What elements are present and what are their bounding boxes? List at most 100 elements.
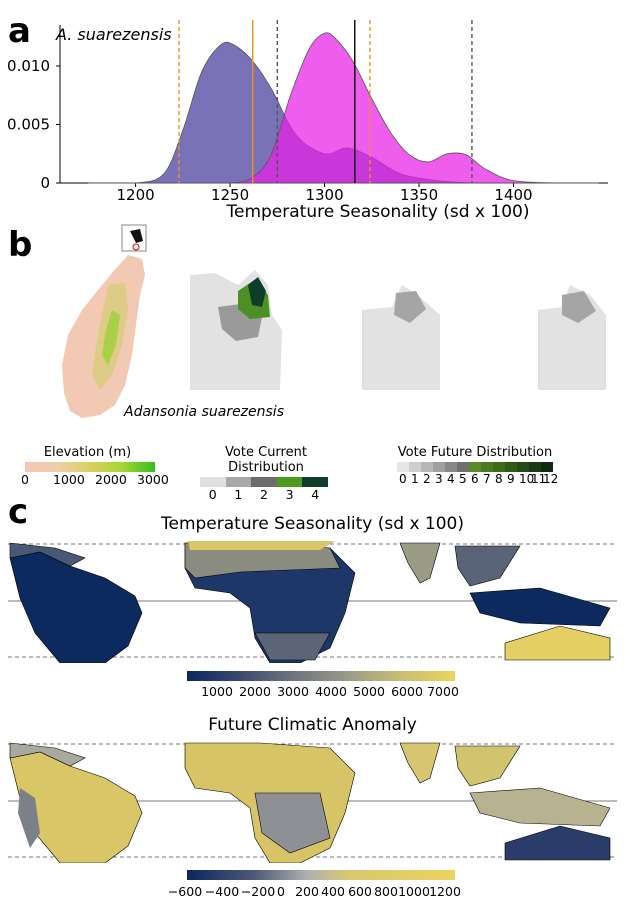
tick-label: 4 [447, 472, 455, 486]
tick-label: 9 [507, 472, 515, 486]
maritime-asia [469, 787, 611, 827]
legend-title: Vote Current Distribution [225, 445, 307, 475]
tick-label: 0 [21, 472, 29, 487]
legend-swatch [445, 462, 457, 472]
tick-label: 2000 [95, 472, 127, 487]
tick-label: 2 [260, 487, 268, 502]
tick-label: 11 [531, 472, 547, 486]
colorbar-tick-label: −600 [167, 884, 203, 899]
elevation-legend: Elevation (m) 0 1000 2000 3000 [21, 445, 169, 488]
legend-swatch [225, 477, 252, 487]
tick-label: 0 [399, 472, 407, 486]
central-africa-anomaly [254, 792, 331, 854]
legend-title: Elevation (m) [43, 445, 132, 460]
tick-label: 1 [411, 472, 419, 486]
legend-swatch [505, 462, 517, 472]
x-tick-label: 1200 [116, 186, 154, 204]
colorbar-tick-label: 800 [374, 884, 398, 899]
tick-label: 2 [423, 472, 431, 486]
legend-swatch [200, 477, 226, 487]
density-chart: A. suarezensis 1200 1250 1300 1350 1400 0 0.00… [7, 20, 608, 222]
legend-swatch [517, 462, 529, 472]
current-vote-colorbar [200, 477, 328, 487]
tick-label: 6 [471, 472, 479, 486]
colorbar-tick-label: 400 [321, 884, 345, 899]
colorbar-tick-label: 200 [295, 884, 319, 899]
x-axis-label: Temperature Seasonality (sd x 100) [225, 202, 529, 222]
colorbar-tick-label: 0 [277, 884, 285, 899]
map-title-anomaly: Future Climatic Anomaly [208, 715, 417, 735]
legend-swatch [302, 477, 328, 487]
colorbar-tick-label: −400 [204, 884, 240, 899]
legend-swatch [541, 462, 553, 472]
tick-label: 3 [285, 487, 294, 502]
colorbar-tick-label: −200 [240, 884, 276, 899]
legend-swatch [409, 462, 421, 472]
species-label: Adansonia suarezensis [123, 404, 284, 420]
legend-swatch [493, 462, 505, 472]
tick-label: 4 [311, 487, 320, 502]
southern-africa [254, 632, 331, 661]
panel-letter-a: a [8, 11, 31, 51]
x-tick-label: 1350 [400, 186, 438, 204]
map-title-temperature: Temperature Seasonality (sd x 100) [160, 514, 464, 534]
y-tick-label: 0.005 [7, 115, 50, 133]
colorbar-tick-label: 6000 [391, 684, 423, 699]
current-vote-legend: Vote Current Distribution 0 1 2 3 4 [186, 445, 346, 503]
colorbar-tick-label: 5000 [353, 684, 385, 699]
tick-label: 7 [483, 472, 491, 486]
tick-label: 3000 [137, 472, 169, 487]
legend-swatch [469, 462, 481, 472]
south-america [9, 551, 143, 663]
colorbar-tick-label: 4000 [315, 684, 347, 699]
colorbar-tick-label: 600 [348, 884, 372, 899]
distribution-maps: Adansonia suarezensis [62, 224, 606, 420]
anomaly-colorbar [187, 870, 455, 880]
current-distribution-dark-zone [248, 277, 266, 307]
legend-swatch [276, 477, 303, 487]
india [399, 542, 441, 584]
x-tick-label: 1400 [494, 186, 532, 204]
legend-swatch [481, 462, 493, 472]
legend-swatch [529, 462, 541, 472]
density-series-2 [88, 32, 599, 184]
australia [504, 625, 611, 661]
temperature-colorbar [187, 671, 455, 681]
inset-marker [132, 243, 140, 251]
andes-anomaly [18, 788, 40, 848]
future-distribution-2-zone [562, 291, 596, 323]
future-distribution-1-zone [394, 291, 426, 323]
elevation-colorbar [25, 462, 155, 472]
chart-title: A. suarezensis [55, 25, 172, 44]
colorbar-tick-label: 1000 [398, 884, 430, 899]
legend-swatch [421, 462, 433, 472]
y-tick-label: 0.010 [7, 57, 50, 75]
panel-letter-c: c [8, 492, 29, 532]
temperature-seasonality-map [8, 541, 617, 663]
india [399, 742, 441, 784]
x-tick-label: 1250 [211, 186, 249, 204]
tick-label: 10 [519, 472, 535, 486]
colorbar-tick-label: 7000 [427, 684, 459, 699]
tick-label: 12 [543, 472, 559, 486]
future-vote-colorbar [397, 462, 553, 472]
central-america [9, 742, 86, 767]
y-tick-label: 0 [40, 174, 50, 192]
tick-label: 1 [234, 487, 243, 502]
future-anomaly-map [8, 742, 617, 863]
southeast-asia [454, 745, 521, 787]
inset-island-icon [130, 229, 143, 243]
tick-label: 8 [495, 472, 503, 486]
southeast-asia [454, 545, 521, 587]
legend-swatch [397, 462, 409, 472]
legend-swatch [251, 477, 277, 487]
colorbar-tick-label: 3000 [277, 684, 309, 699]
legend-swatch [433, 462, 445, 472]
legend-title: Vote Future Distribution [397, 445, 553, 460]
maritime-asia [469, 587, 611, 627]
x-tick-label: 1300 [305, 186, 343, 204]
colorbar-tick-label: 2000 [239, 684, 271, 699]
tick-label: 5 [459, 472, 467, 486]
highlands-peaks [102, 310, 120, 365]
colorbar-tick-label: 1200 [429, 884, 461, 899]
